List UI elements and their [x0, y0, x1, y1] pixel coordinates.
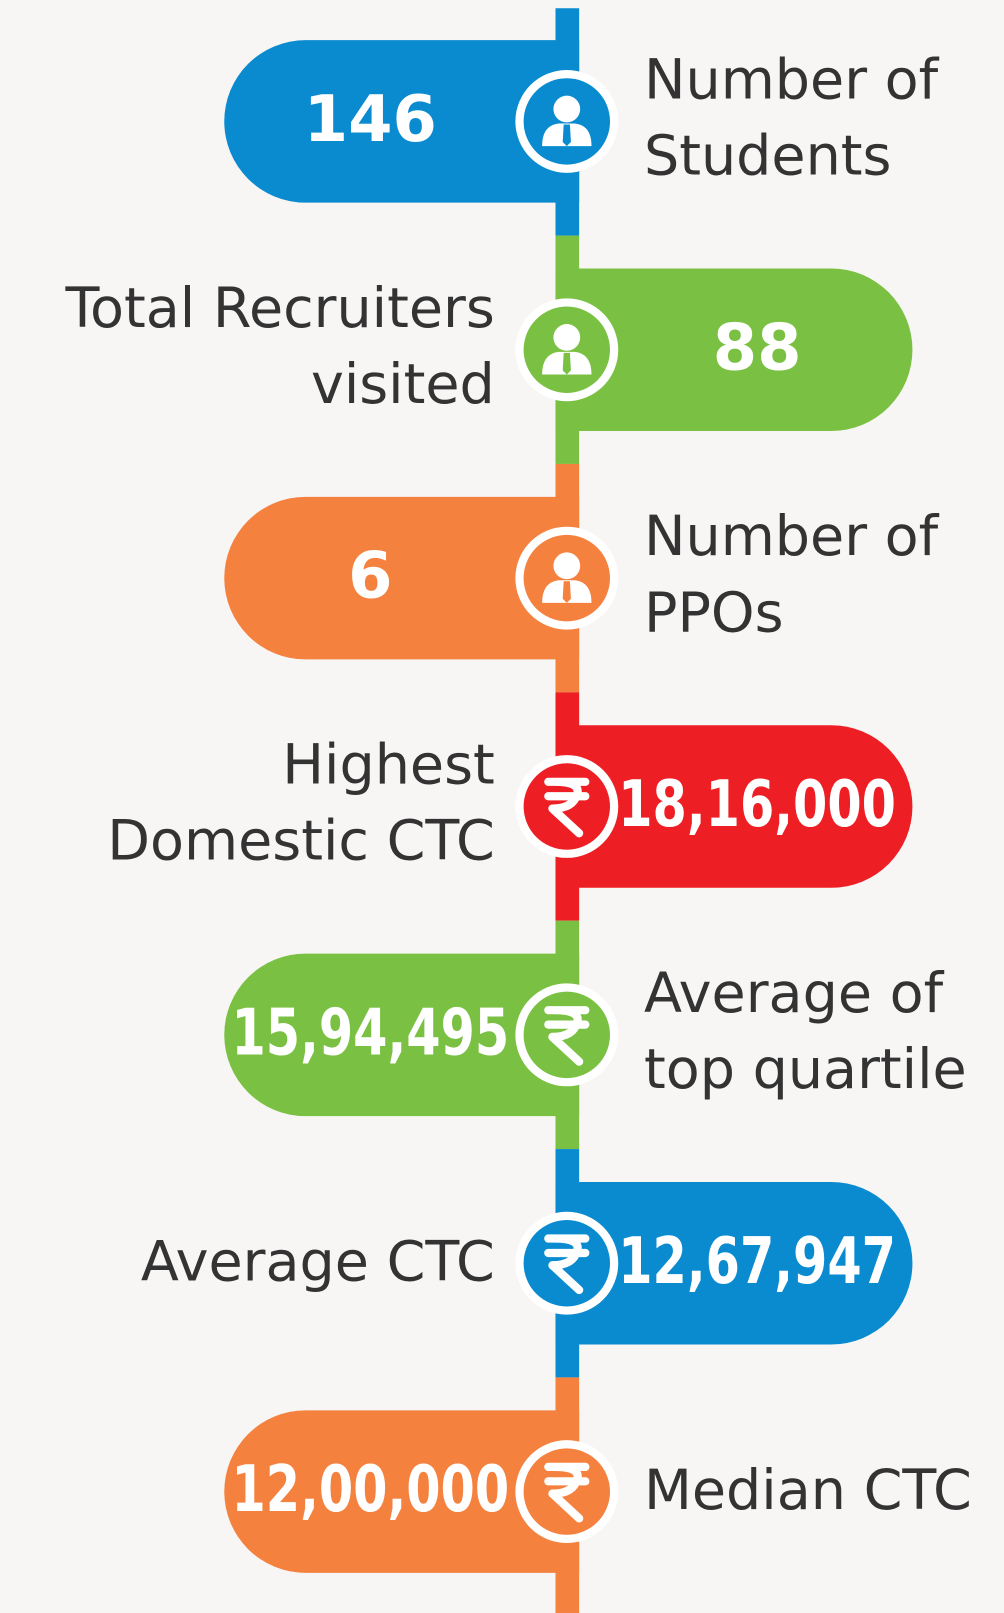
- stat-pill: [555, 1181, 913, 1345]
- icon: [542, 324, 592, 375]
- stat-value: 12,67,947: [618, 1225, 896, 1299]
- stat-pill: [555, 725, 913, 888]
- stat-label: Number of: [644, 504, 940, 569]
- person-tie: [562, 124, 571, 147]
- stat-label: Domestic CTC: [107, 809, 495, 874]
- stat-label: PPOs: [644, 580, 784, 645]
- stat-pill: [224, 40, 580, 203]
- icon: [544, 1234, 590, 1295]
- stat-label: Total Recruiters: [65, 276, 495, 341]
- person-tie: [562, 581, 571, 603]
- stat-label: visited: [311, 352, 495, 417]
- stat-pill: [555, 268, 913, 432]
- stat-label: Median CTC: [644, 1458, 972, 1523]
- icon: [542, 95, 592, 147]
- stat-pill: [224, 953, 580, 1117]
- stat-label: top quartile: [644, 1037, 967, 1102]
- icon: [544, 1462, 590, 1523]
- stat-label: Average CTC: [141, 1229, 495, 1294]
- rupee-icon: [544, 1234, 590, 1295]
- icon: [542, 552, 592, 603]
- stat-label: Highest: [282, 733, 495, 798]
- stat-value: 6: [348, 540, 392, 614]
- stat-value: 146: [304, 83, 437, 157]
- stat-label: Average of: [644, 961, 945, 1026]
- icon: [544, 1006, 590, 1066]
- rupee-icon: [544, 1006, 590, 1066]
- stat-pill: [224, 496, 580, 660]
- rupee-icon: [544, 777, 590, 838]
- stat-value: 12,00,000: [231, 1453, 509, 1527]
- person-head: [553, 324, 581, 351]
- rupee-icon: [544, 1462, 590, 1523]
- stat-label: Number of: [644, 47, 940, 112]
- stat-label: Students: [644, 124, 892, 189]
- stat-value: 15,94,495: [231, 996, 509, 1070]
- stat-value: 88: [713, 311, 802, 385]
- stat-value: 18,16,000: [618, 768, 896, 842]
- icon: [544, 777, 590, 838]
- person-head: [553, 95, 581, 123]
- person-head: [553, 552, 581, 580]
- person-tie: [562, 352, 571, 375]
- stat-pill: [224, 1410, 580, 1573]
